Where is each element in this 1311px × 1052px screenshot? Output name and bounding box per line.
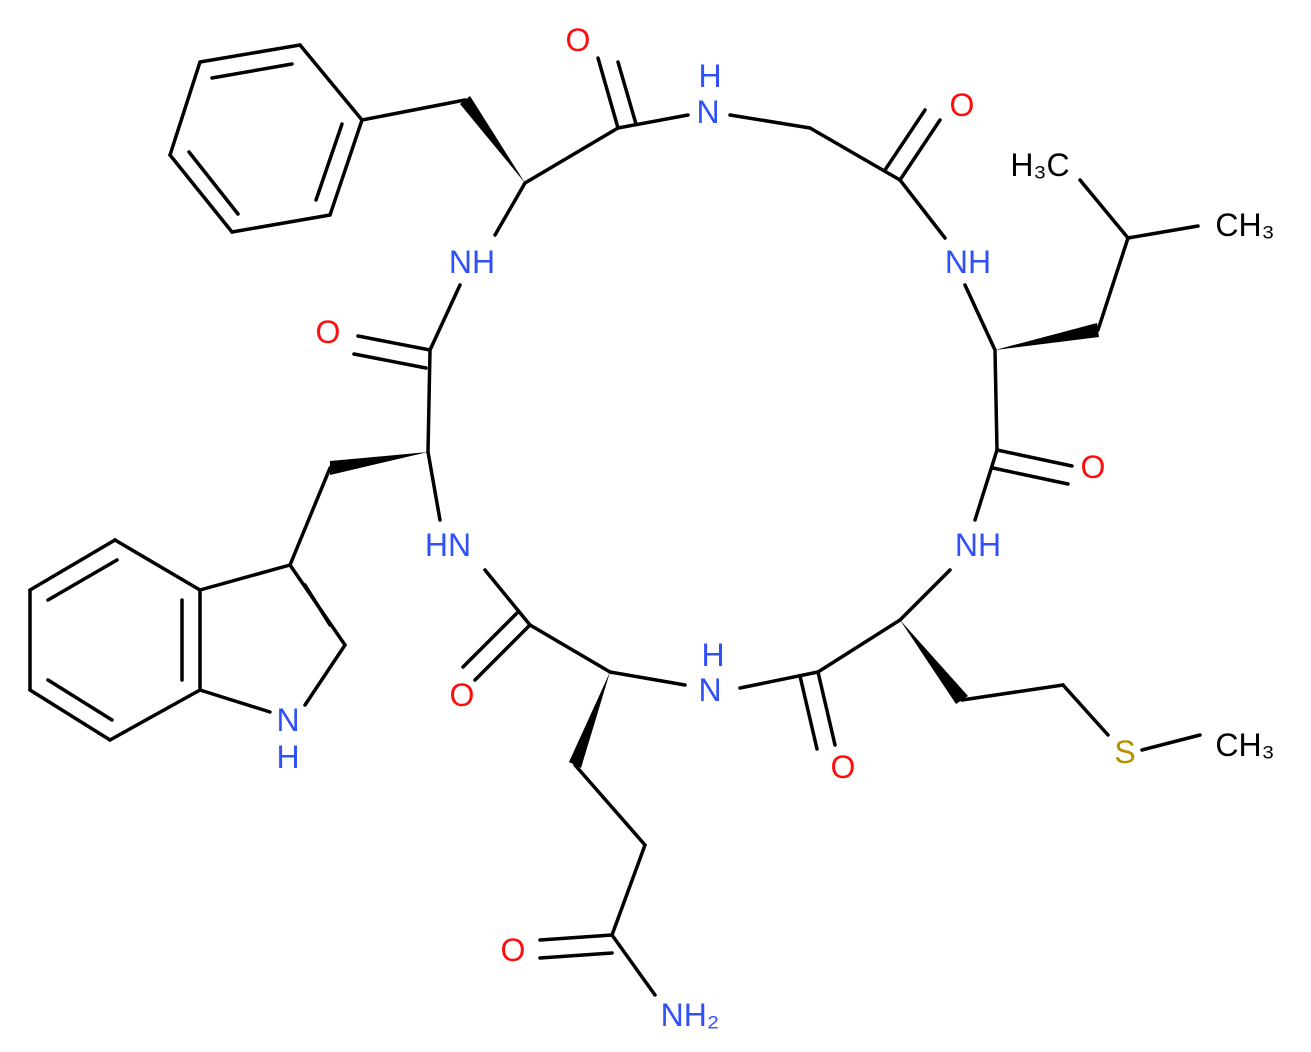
- atom-label: O: [566, 22, 591, 58]
- atom-label: O: [1081, 449, 1106, 485]
- atom-label: O: [450, 677, 475, 713]
- atom-label: NH: [955, 527, 1001, 563]
- atom-label: NH: [449, 244, 495, 280]
- atom-label: N: [698, 672, 721, 708]
- atom-label: O: [950, 87, 975, 123]
- wedges: [330, 96, 1099, 768]
- atom-label: H: [701, 637, 724, 673]
- atom-label: S: [1114, 734, 1135, 770]
- atom-label: N: [696, 94, 719, 130]
- atom-label: H₃C: [1010, 147, 1069, 183]
- atom-label: NH: [945, 244, 991, 280]
- atom-label: H: [276, 739, 299, 775]
- atom-label: HN: [425, 527, 471, 563]
- atom-label: N: [276, 702, 299, 738]
- atom-label: H: [698, 58, 721, 94]
- atom-label: O: [316, 314, 341, 350]
- atom-label: NH₂: [661, 997, 720, 1033]
- bonds: [28, 43, 1202, 997]
- atom-label: CH₃: [1215, 207, 1274, 243]
- atom-label: O: [831, 749, 856, 785]
- atom-label: CH₃: [1215, 727, 1274, 763]
- atom-label: O: [501, 932, 526, 968]
